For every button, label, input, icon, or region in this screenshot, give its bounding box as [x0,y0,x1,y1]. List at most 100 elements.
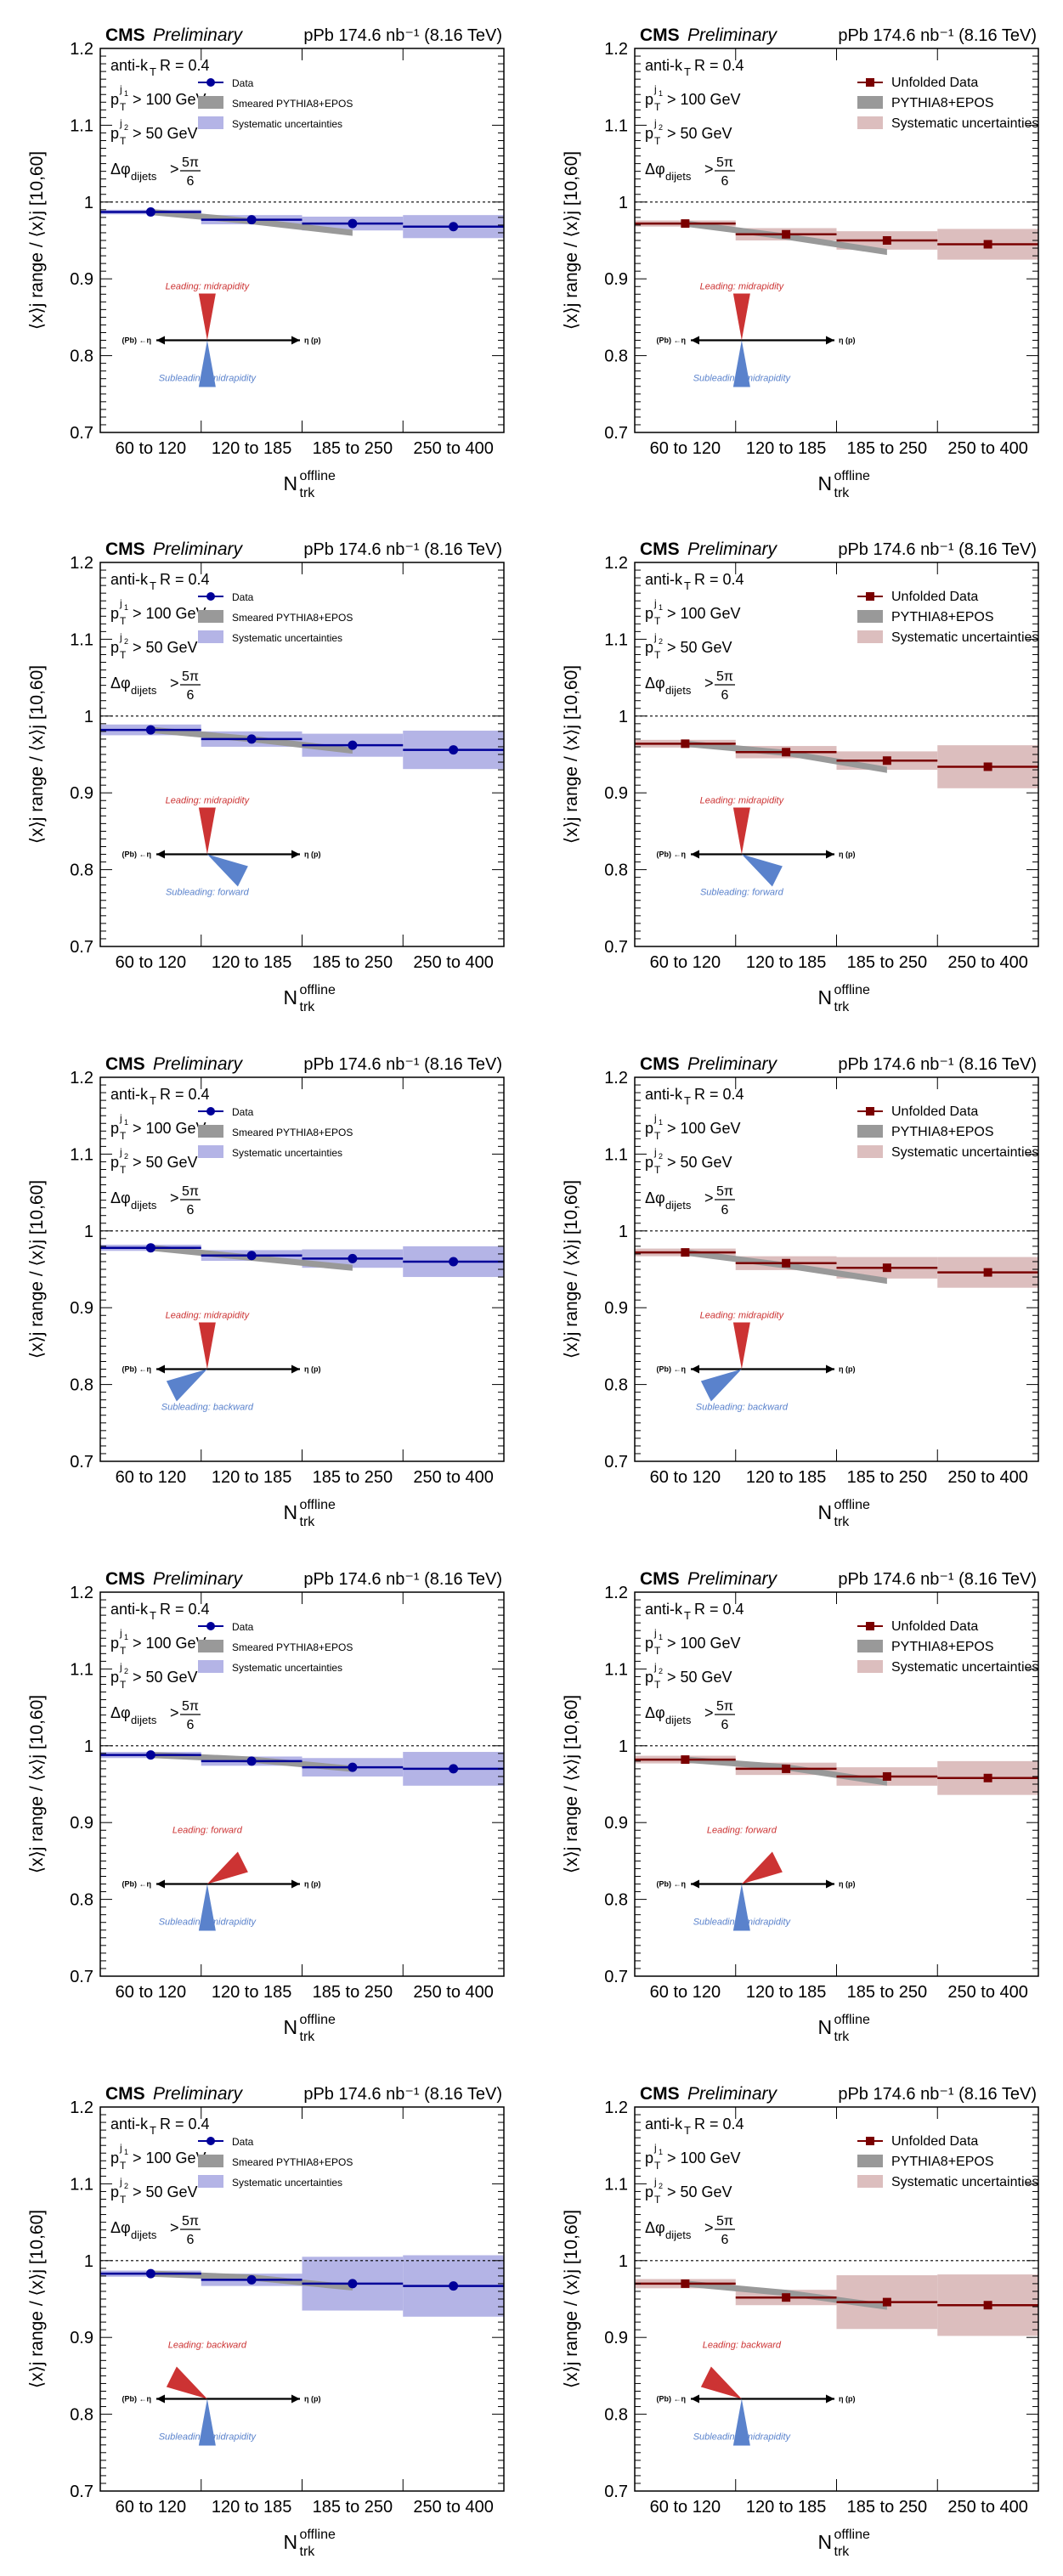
y-tick-label: 0.8 [604,2406,628,2425]
p-label: η (p) [304,336,321,345]
legend-data-marker [866,592,874,601]
lead-pt-sup: j [653,597,657,609]
data-point [983,762,992,771]
sub-pt-sup2: 2 [659,2182,663,2190]
subleading-jet-label: Subleading: forward [700,888,784,898]
legend-syst-swatch [198,116,223,129]
dphi-sub: dijets [131,170,157,183]
lead-pt-cut: > 100 GeV [667,91,741,108]
pb-label: (Pb) ←η [657,2395,687,2404]
lead-pt-sub: T [120,101,127,113]
cms-label: CMS [105,539,145,559]
legend-syst-swatch [857,116,883,129]
data-point [681,2279,690,2288]
lead-pt-label: p [645,1635,653,1652]
x-tick-label: 250 to 400 [413,2498,494,2517]
y-tick-label: 1.2 [604,1584,628,1602]
eta-arrow-left [156,1879,165,1889]
legend-data-label: Data [232,1106,254,1118]
lead-pt-sup2: 1 [124,603,128,612]
lead-pt-label: p [110,605,119,622]
data-point [681,219,690,229]
y-axis-label: ⟨x⟩j range / ⟨x⟩j [10,60] [562,2210,581,2388]
preliminary-label: Preliminary [153,2084,244,2104]
preliminary-label: Preliminary [687,25,778,45]
lead-pt-cut: > 100 GeV [667,605,741,622]
sub-pt-sup: j [119,117,122,129]
dphi-num: 5π [182,2214,199,2229]
eta-arrow-right [291,1879,300,1889]
y-tick-label: 1.2 [70,2099,93,2117]
preliminary-label: Preliminary [153,1569,244,1589]
y-tick-label: 0.7 [604,2483,628,2501]
subleading-jet-cone [206,854,248,887]
data-point [681,739,690,749]
legend-model-label: Smeared PYTHIA8+EPOS [232,612,353,624]
sub-pt-sub: T [120,2194,127,2206]
legend-data-marker [206,2137,215,2145]
leading-jet-cone [198,293,216,341]
sub-pt-sup: j [653,117,657,129]
pb-label: (Pb) ←η [122,1365,152,1374]
pb-label: (Pb) ←η [657,850,687,859]
legend-model-label: PYTHIA8+EPOS [891,2155,994,2169]
x-tick-label: 120 to 185 [212,439,292,458]
legend-data-label: Data [232,77,254,89]
subleading-jet-label: Subleading: forward [166,888,250,898]
legend-data-label: Data [232,591,254,603]
x-tick-label: 185 to 250 [313,1468,393,1487]
sub-pt-cut: > 50 GeV [667,1154,732,1171]
x-axis-label-sup: offline [834,2013,871,2027]
sub-pt-sub: T [654,1679,661,1691]
legend-syst-swatch [198,2175,223,2188]
model-band [685,740,887,773]
dphi-sub: dijets [665,1714,692,1726]
model-band [685,1756,887,1786]
algo-label-sub: T [150,579,156,592]
lead-pt-sup2: 1 [659,2148,663,2156]
y-tick-label: 1.2 [70,554,93,573]
data-point [246,2274,257,2285]
legend-data-label: Unfolded Data [891,1104,978,1119]
y-tick-label: 0.8 [604,861,628,880]
cms-label: CMS [640,539,680,559]
y-tick-label: 0.9 [604,2329,628,2347]
dphi-label: Δφ [110,161,131,178]
legend-syst-swatch [857,1660,883,1673]
x-axis-label-sub: trk [834,486,851,500]
dphi-sub: dijets [665,170,692,183]
eta-arrow-right [291,336,300,345]
legend-data-label: Unfolded Data [891,590,978,604]
eta-arrow-left [691,850,699,859]
leading-jet-label: Leading: midrapidity [166,1311,251,1321]
y-tick-label: 0.7 [70,424,93,443]
subleading-jet-label: Subleading: midrapidity [159,2432,257,2443]
x-tick-label: 60 to 120 [650,2498,721,2517]
eta-arrow-right [826,850,834,859]
x-axis-label-sub: trk [834,2545,851,2559]
y-tick-label: 0.8 [70,2406,93,2425]
legend-model-swatch [857,96,883,109]
legend-syst-label: Systematic uncertainties [891,1145,1038,1160]
x-tick-label: 250 to 400 [413,953,494,972]
sub-pt-label: p [110,1669,119,1686]
legend-model-swatch [198,96,223,109]
dphi-label: Δφ [110,1189,131,1206]
y-tick-label: 0.9 [70,1299,93,1318]
legend-syst-swatch [857,630,883,643]
legend-data-marker [866,2137,874,2145]
x-tick-label: 250 to 400 [413,1983,494,2002]
lead-pt-cut: > 100 GeV [133,605,206,622]
data-point [449,2281,459,2291]
pb-label: (Pb) ←η [657,1880,687,1889]
x-tick-label: 60 to 120 [650,953,721,972]
x-tick-label: 120 to 185 [746,1468,827,1487]
preliminary-label: Preliminary [687,1569,778,1589]
dphi-op: > [170,1189,179,1206]
data-point [348,740,358,750]
sub-pt-label: p [645,125,653,142]
panel-row4-left: CMS Preliminary pPb 174.6 nb⁻¹ (8.16 TeV) 1… [27,1569,505,2044]
legend-model-label: PYTHIA8+EPOS [891,96,994,110]
